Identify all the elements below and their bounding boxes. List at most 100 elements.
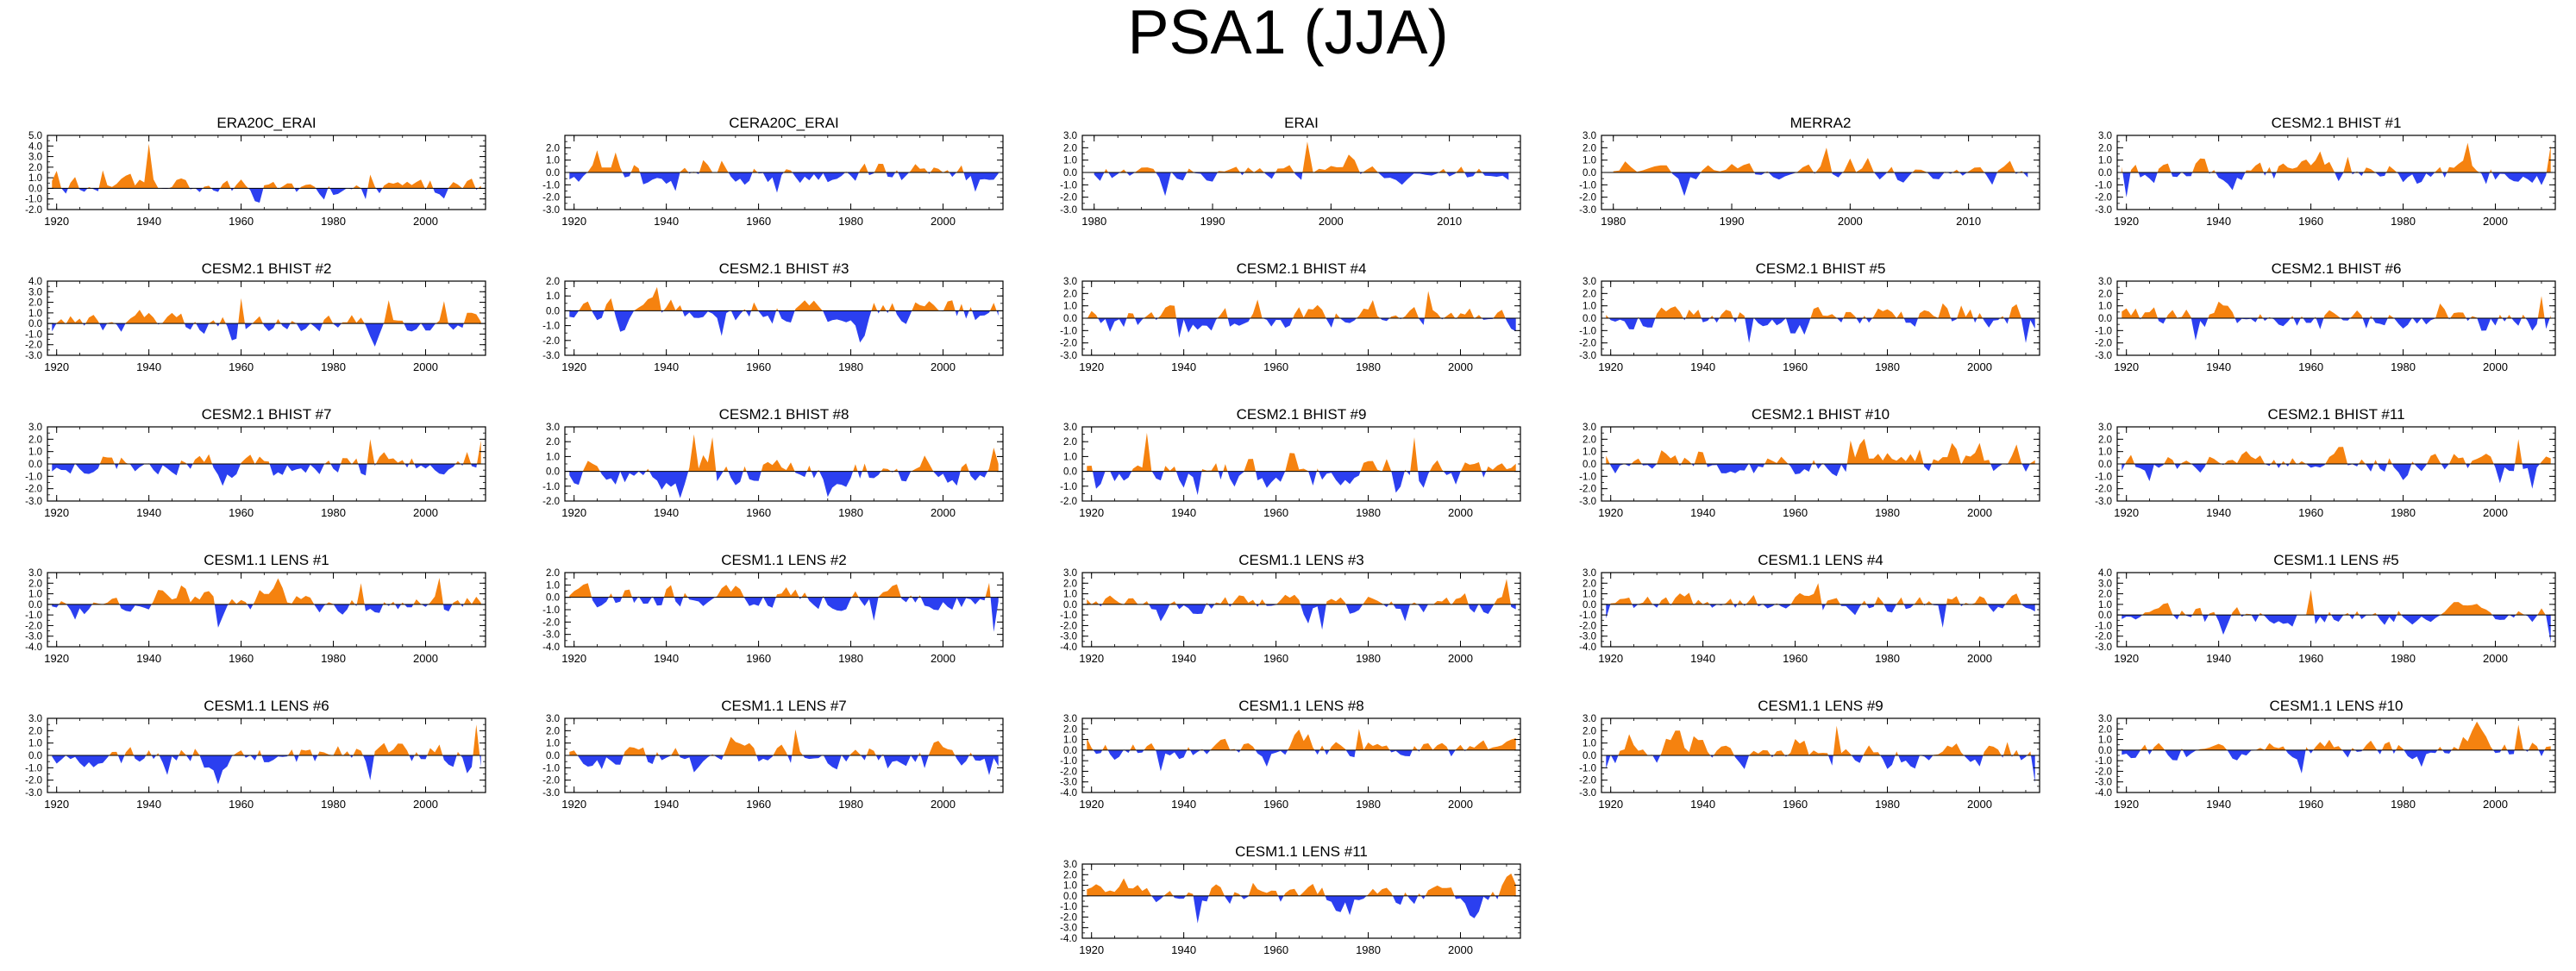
y-tick-label: 3.0 <box>28 287 42 298</box>
panel-title: CERA20C_ERAI <box>729 115 839 131</box>
y-tick-label: 1.0 <box>1583 156 1596 166</box>
x-tick-label: 2000 <box>1448 652 1473 665</box>
y-tick-label: 2.0 <box>1583 726 1596 736</box>
y-tick-label: 3.0 <box>546 423 560 433</box>
panel-6: CESM2.1 BHIST #2 4.03.02.01.00.0-1.0-2.0-… <box>25 260 486 373</box>
panel-title: CESM2.1 BHIST #3 <box>719 260 849 277</box>
y-tick-label: -4.0 <box>2095 788 2112 799</box>
panel-20: CESM1.1 LENS #5 4.03.02.01.00.0-1.0-2.0-3… <box>2095 552 2556 665</box>
x-tick-label: 2000 <box>1967 798 1992 811</box>
panel-title: CESM2.1 BHIST #2 <box>202 260 332 277</box>
panel-4: MERRA2 3.0 2.0 1.0 0.0-1.0 -2.0-3.0 1980 1990 20… <box>1579 115 2040 228</box>
y-tick-label: 1.0 <box>2098 302 2112 312</box>
y-tick-label: 2.0 <box>2098 435 2112 445</box>
x-tick-label: 1980 <box>1356 798 1381 811</box>
x-tick-label: 1940 <box>654 215 679 228</box>
panel-title: CESM2.1 BHIST #8 <box>719 406 849 423</box>
x-tick-label: 1960 <box>2298 798 2323 811</box>
y-tick-label: -4.0 <box>1060 642 1077 653</box>
y-tick-label: 0.0 <box>28 184 42 194</box>
x-tick-label: 1960 <box>229 360 254 373</box>
y-tick-label: -1.0 <box>1060 902 1077 912</box>
panel-title: CESM2.1 BHIST #11 <box>2267 406 2404 423</box>
y-tick-label: 1.0 <box>1063 302 1077 312</box>
y-tick-label: 1.0 <box>2098 600 2112 611</box>
y-tick-label: -3.0 <box>1579 788 1596 799</box>
x-tick-label: 2000 <box>413 215 438 228</box>
panel-8: CESM2.1 BHIST #4 3.0 2.0 1.0 0.0 -1.0 -2.0 -3.0… <box>1060 260 1521 373</box>
x-tick-label: 1920 <box>44 798 69 811</box>
y-tick-label: 3.0 <box>1063 277 1077 287</box>
x-tick-label: 1940 <box>654 360 679 373</box>
x-tick-label: 1960 <box>2298 652 2323 665</box>
figure-title: PSA1 (JJA) <box>1127 0 1449 67</box>
x-tick-label: 1980 <box>321 798 346 811</box>
x-tick-label: 1980 <box>1601 215 1626 228</box>
x-tick-label: 2000 <box>2483 798 2508 811</box>
x-tick-label: 2000 <box>2483 215 2508 228</box>
x-tick-label: 1960 <box>1783 506 1808 519</box>
y-tick-label: -1.0 <box>25 329 42 340</box>
y-tick-label: -1.0 <box>542 180 560 191</box>
x-tick-label: 1920 <box>1079 360 1104 373</box>
panel-frame <box>564 426 1004 502</box>
y-tick-label: 3.0 <box>1583 568 1596 579</box>
positive-area <box>1087 874 1516 896</box>
y-tick-label: -1.0 <box>1060 756 1077 767</box>
panel-frame <box>2116 572 2556 648</box>
y-tick-label: 0.0 <box>1583 314 1596 324</box>
y-tick-label: 0.0 <box>2098 611 2112 621</box>
negative-area <box>1087 749 1516 772</box>
x-tick-label: 1920 <box>1598 798 1623 811</box>
x-tick-label: 1940 <box>1171 506 1196 519</box>
x-tick-label: 1980 <box>2391 506 2416 519</box>
x-tick-label: 1940 <box>2206 360 2231 373</box>
y-tick-label: 5.0 <box>28 131 42 141</box>
positive-area <box>52 439 481 464</box>
y-tick-label: 4.0 <box>28 141 42 152</box>
y-tick-label: 1.0 <box>28 309 42 319</box>
y-tick-label: -3.0 <box>1060 778 1077 788</box>
x-tick-label: 1920 <box>44 360 69 373</box>
negative-area <box>1606 464 2035 477</box>
panel-title: CESM1.1 LENS #7 <box>721 698 847 714</box>
y-tick-label: -3.0 <box>1579 205 1596 216</box>
y-tick-label: -2.0 <box>1579 776 1596 786</box>
y-tick-label: -2.0 <box>542 193 560 204</box>
x-tick-label: 1920 <box>561 215 586 228</box>
negative-area <box>1087 471 1516 496</box>
x-tick-label: 1960 <box>2298 506 2323 519</box>
y-tick-label: 0.0 <box>1583 168 1596 179</box>
y-tick-label: -2.0 <box>1579 621 1596 631</box>
y-tick-label: 2.0 <box>1063 289 1077 299</box>
panel-1: ERA20C_ERAI 5.04.03.02.01.00.0-1.0-2.0192… <box>25 115 486 228</box>
y-tick-label: -2.0 <box>542 617 560 628</box>
y-tick-label: 1.0 <box>2098 156 2112 166</box>
x-tick-label: 2000 <box>1967 506 1992 519</box>
y-tick-label: 2.0 <box>546 277 560 287</box>
y-tick-label: -3.0 <box>25 497 42 507</box>
panel-9: CESM2.1 BHIST #5 3.0 2.0 1.0 0.0 -1.0 -2.0 -3.0… <box>1579 260 2040 373</box>
y-tick-label: 0.0 <box>1583 600 1596 611</box>
y-tick-label: 1.0 <box>1063 590 1077 600</box>
panel-frame <box>1081 572 1521 648</box>
y-tick-label: -1.0 <box>542 763 560 774</box>
x-tick-label: 1920 <box>1079 798 1104 811</box>
y-tick-label: -1.0 <box>542 322 560 332</box>
y-tick-label: -3.0 <box>2095 205 2112 216</box>
y-tick-label: -2.0 <box>2095 485 2112 495</box>
y-tick-label: 4.0 <box>2098 568 2112 579</box>
negative-area <box>569 310 999 343</box>
negative-area <box>52 464 481 486</box>
x-tick-label: 1940 <box>654 652 679 665</box>
y-tick-label: -2.0 <box>2095 193 2112 204</box>
x-tick-label: 1960 <box>229 652 254 665</box>
y-tick-label: 1.0 <box>28 739 42 749</box>
y-tick-label: -1.0 <box>1579 611 1596 621</box>
x-tick-label: 2000 <box>413 652 438 665</box>
x-tick-label: 1940 <box>136 652 161 665</box>
y-tick-label: 3.0 <box>1583 131 1596 141</box>
y-tick-label: 2.0 <box>1583 435 1596 445</box>
panel-title: CESM1.1 LENS #9 <box>1758 698 1883 714</box>
panel-23: CESM1.1 LENS #8 3.02.01.00.0-1.0-2.0-3.0-… <box>1060 698 1521 811</box>
